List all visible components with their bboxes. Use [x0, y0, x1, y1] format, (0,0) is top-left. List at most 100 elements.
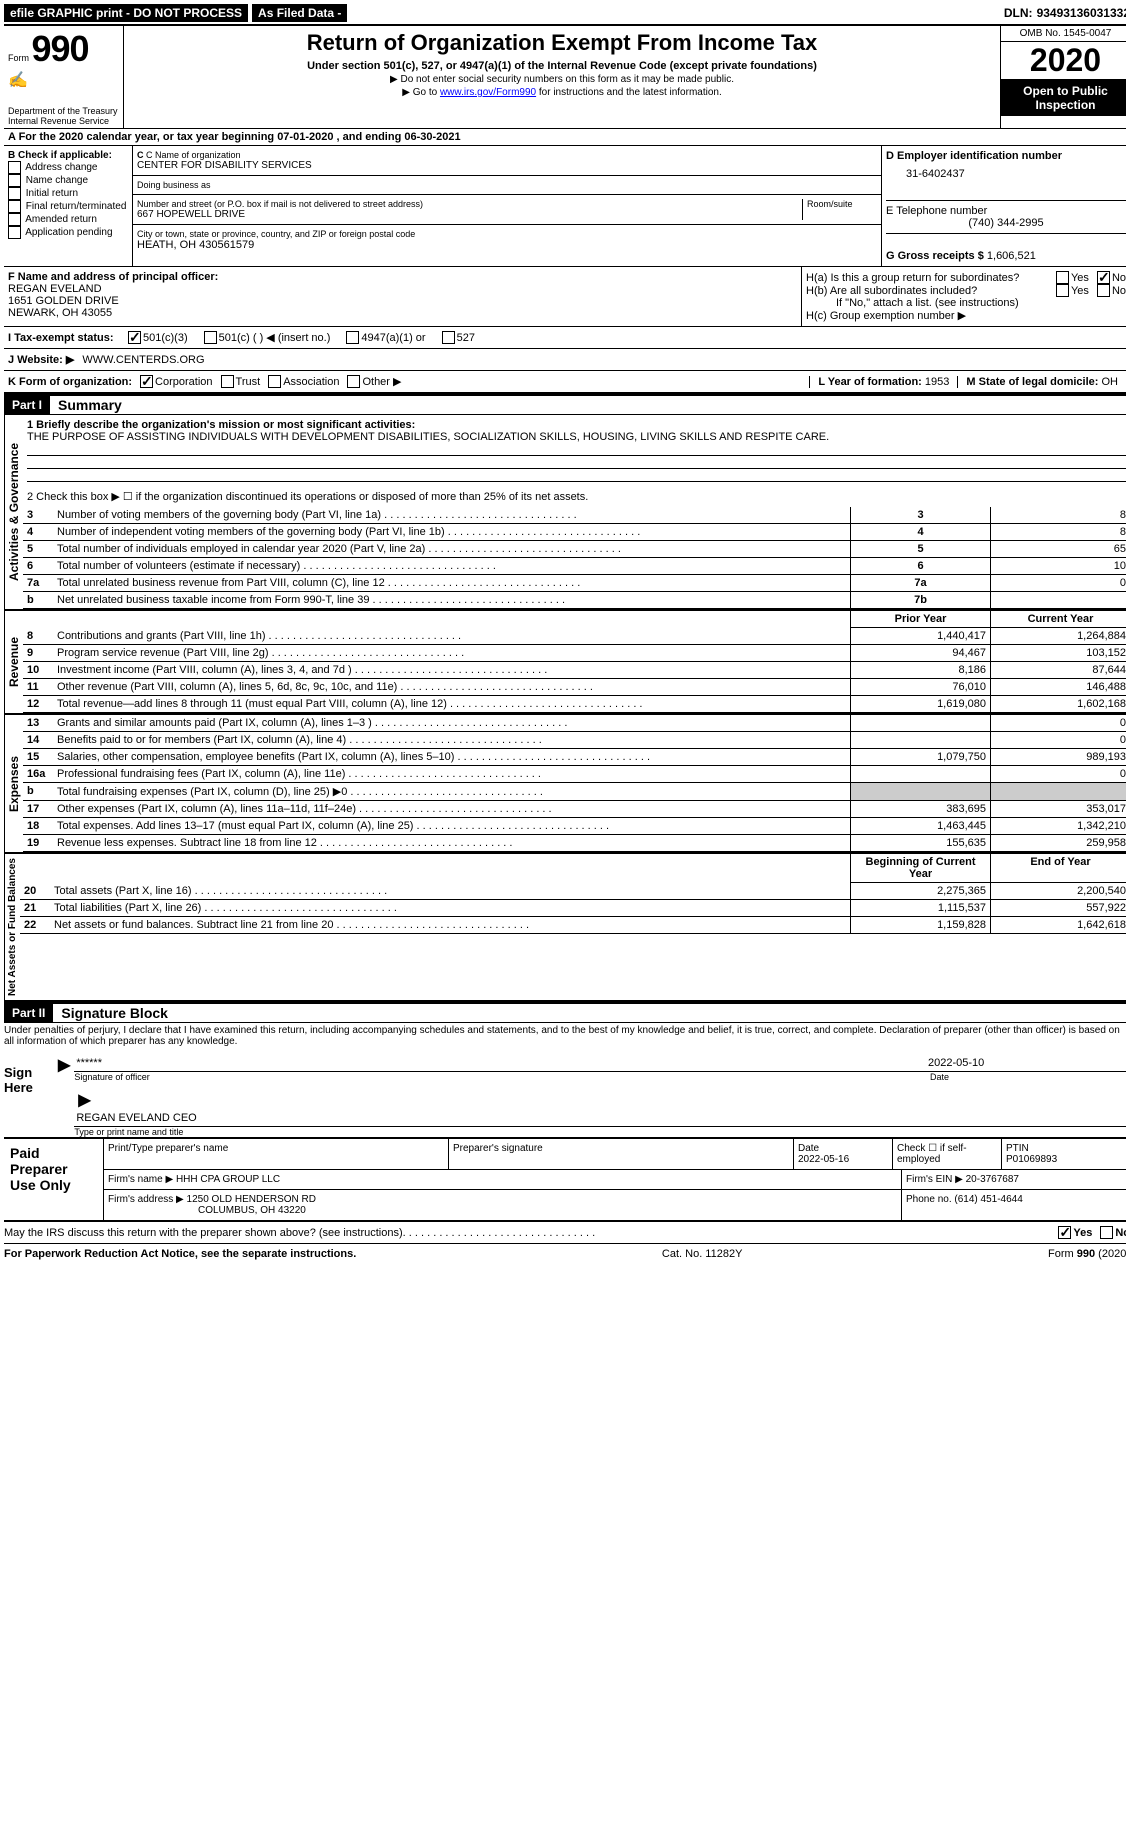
instr-ssn: ▶ Do not enter social security numbers o… [128, 74, 996, 85]
form-title: Return of Organization Exempt From Incom… [128, 30, 996, 56]
fin-row-21: 21Total liabilities (Part X, line 26)1,1… [20, 900, 1126, 917]
hb-note: If "No," attach a list. (see instruction… [806, 297, 1126, 309]
b-check-initial-return: Initial return [8, 187, 128, 200]
ha-label: H(a) Is this a group return for subordin… [806, 272, 1056, 284]
net-assets-label: Net Assets or Fund Balances [4, 854, 20, 1000]
section-a-tax-year: A For the 2020 calendar year, or tax yea… [4, 128, 1126, 145]
sign-arrow-icon: ▶ [54, 1055, 74, 1137]
footer-catno: Cat. No. 11282Y [662, 1248, 743, 1260]
website-value: WWW.CENTERDS.ORG [82, 354, 204, 366]
dln-value: 93493136031332 [1037, 6, 1126, 20]
fin-row-17: 17Other expenses (Part IX, column (A), l… [23, 801, 1126, 818]
room-label: Room/suite [807, 199, 877, 209]
form-number: 990 [32, 28, 89, 69]
status-4947-checkbox[interactable] [346, 331, 359, 344]
k-trust-checkbox[interactable] [221, 375, 234, 388]
fin-row-11: 11Other revenue (Part VIII, column (A), … [23, 679, 1126, 696]
city-label: City or town, state or province, country… [137, 229, 877, 239]
end-year-header: End of Year [990, 854, 1126, 883]
officer-addr2: NEWARK, OH 43055 [8, 307, 112, 319]
form-subtitle: Under section 501(c), 527, or 4947(a)(1)… [128, 60, 996, 72]
hb-no-checkbox[interactable] [1097, 284, 1110, 297]
begin-year-header: Beginning of Current Year [850, 854, 990, 883]
summary-row-4: 4Number of independent voting members of… [23, 524, 1126, 541]
fin-row-18: 18Total expenses. Add lines 13–17 (must … [23, 818, 1126, 835]
dln-label: DLN: [1004, 6, 1033, 20]
m-label: M State of legal domicile: [966, 376, 1098, 388]
gross-value: 1,606,521 [987, 250, 1036, 262]
k-corp-checkbox[interactable] [140, 375, 153, 388]
section-b-checkboxes: B Check if applicable: Address change Na… [4, 146, 133, 266]
hb-yes-checkbox[interactable] [1056, 284, 1069, 297]
sig-date-label: Date [930, 1072, 1126, 1082]
summary-row-7b: bNet unrelated business taxable income f… [23, 592, 1126, 609]
org-info-row: B Check if applicable: Address change Na… [4, 145, 1126, 266]
sig-stars: ****** [76, 1057, 928, 1069]
fin-row-22: 22Net assets or fund balances. Subtract … [20, 917, 1126, 934]
irs-link[interactable]: www.irs.gov/Form990 [440, 87, 536, 98]
prep-self-employed: Check ☐ if self-employed [893, 1139, 1002, 1169]
b-check-final-return-terminated: Final return/terminated [8, 200, 128, 213]
hc-label: H(c) Group exemption number ▶ [806, 309, 1126, 322]
dept-treasury: Department of the Treasury Internal Reve… [8, 106, 119, 126]
firm-addr2: COLUMBUS, OH 43220 [108, 1205, 306, 1216]
status-501c3-checkbox[interactable] [128, 331, 141, 344]
form-prefix: Form [8, 53, 29, 63]
fin-row-16a: 16aProfessional fundraising fees (Part I… [23, 766, 1126, 783]
org-name-label: C C Name of organization [137, 150, 877, 160]
fin-row-10: 10Investment income (Part VIII, column (… [23, 662, 1126, 679]
sign-here-label: Sign Here [4, 1055, 54, 1137]
prep-date: 2022-05-16 [798, 1154, 849, 1165]
fin-row-14: 14Benefits paid to or for members (Part … [23, 732, 1126, 749]
instr-web: ▶ Go to www.irs.gov/Form990 for instruct… [128, 87, 996, 98]
line2: 2 Check this box ▶ ☐ if the organization… [23, 486, 1126, 507]
line1-text: THE PURPOSE OF ASSISTING INDIVIDUALS WIT… [27, 431, 829, 443]
m-value: OH [1102, 376, 1119, 388]
footer-form: Form 990 (2020) [1048, 1248, 1126, 1260]
perjury-statement: Under penalties of perjury, I declare th… [4, 1023, 1126, 1049]
sig-name-label: Type or print name and title [74, 1127, 1126, 1137]
prep-ptin: P01069893 [1006, 1154, 1057, 1165]
fin-row-13: 13Grants and similar amounts paid (Part … [23, 715, 1126, 732]
fin-row-9: 9Program service revenue (Part VIII, lin… [23, 645, 1126, 662]
summary-row-6: 6Total number of volunteers (estimate if… [23, 558, 1126, 575]
prior-year-header: Prior Year [850, 611, 990, 628]
part-i-title: Summary [50, 397, 122, 413]
expenses-label: Expenses [4, 715, 23, 852]
discuss-yes-checkbox[interactable] [1058, 1226, 1071, 1239]
prep-name-label: Print/Type preparer's name [104, 1139, 449, 1169]
officer-group-row: F Name and address of principal officer:… [4, 266, 1126, 326]
k-other-checkbox[interactable] [347, 375, 360, 388]
phone-label: E Telephone number [886, 205, 1126, 217]
line1-label: 1 Briefly describe the organization's mi… [27, 419, 415, 431]
b-check-address-change: Address change [8, 161, 128, 174]
k-label: K Form of organization: [8, 376, 132, 388]
tax-year: 2020 [1001, 42, 1126, 80]
k-assoc-checkbox[interactable] [268, 375, 281, 388]
fin-row-8: 8Contributions and grants (Part VIII, li… [23, 628, 1126, 645]
footer-paperwork: For Paperwork Reduction Act Notice, see … [4, 1248, 356, 1260]
firm-addr1: 1250 OLD HENDERSON RD [187, 1194, 316, 1205]
phone-value: (740) 344-2995 [886, 217, 1126, 229]
part-i-header: Part I [4, 396, 50, 414]
firm-phone: (614) 451-4644 [954, 1194, 1022, 1205]
as-filed-banner: As Filed Data - [252, 4, 347, 22]
officer-addr1: 1651 GOLDEN DRIVE [8, 295, 119, 307]
paid-preparer-label: Paid Preparer Use Only [4, 1139, 104, 1220]
status-501c-checkbox[interactable] [204, 331, 217, 344]
part-ii-title: Signature Block [53, 1005, 168, 1021]
status-527-checkbox[interactable] [442, 331, 455, 344]
fin-row-19: 19Revenue less expenses. Subtract line 1… [23, 835, 1126, 852]
summary-row-5: 5Total number of individuals employed in… [23, 541, 1126, 558]
hb-label: H(b) Are all subordinates included? [806, 285, 1056, 297]
b-check-amended-return: Amended return [8, 213, 128, 226]
fin-row-12: 12Total revenue—add lines 8 through 11 (… [23, 696, 1126, 713]
org-name: CENTER FOR DISABILITY SERVICES [137, 160, 877, 171]
discuss-no-checkbox[interactable] [1100, 1226, 1113, 1239]
ha-yes-checkbox[interactable] [1056, 271, 1069, 284]
ha-no-checkbox[interactable] [1097, 271, 1110, 284]
sig-date: 2022-05-10 [928, 1057, 1126, 1069]
ein-label: D Employer identification number [886, 150, 1062, 162]
sig-officer-label: Signature of officer [74, 1072, 930, 1082]
current-year-header: Current Year [990, 611, 1126, 628]
